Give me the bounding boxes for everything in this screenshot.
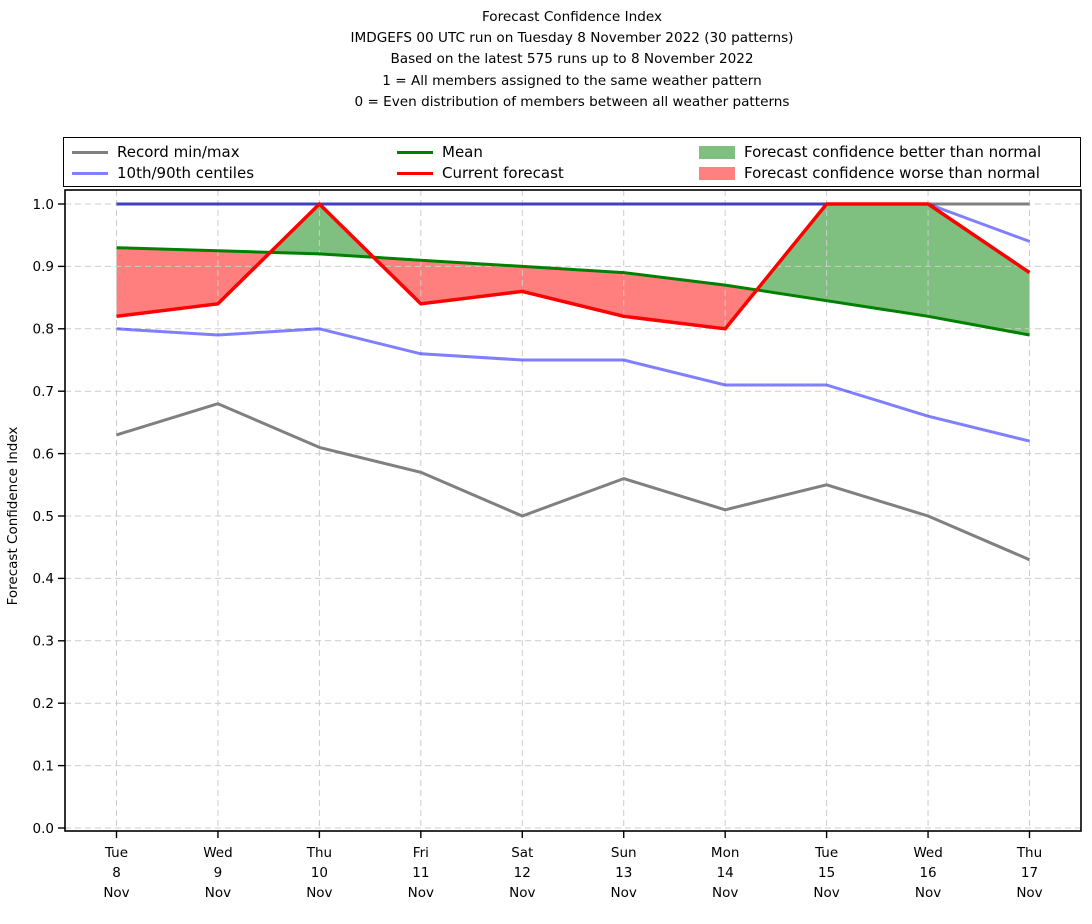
y-tick-label: 0.4	[33, 571, 54, 587]
x-tick-label: 15	[818, 865, 835, 881]
x-tick-label: 16	[919, 865, 936, 881]
x-tick-label: Nov	[205, 885, 231, 901]
x-tick-label: Mon	[711, 845, 739, 861]
x-tick-label: Fri	[413, 845, 429, 861]
centiles-line-sample	[72, 171, 108, 175]
legend-item-mean: Mean	[397, 142, 483, 162]
y-tick-label: 0.6	[33, 446, 54, 462]
legend-item-better-than-normal: Forecast confidence better than normal	[699, 142, 1041, 162]
series-10th-centile-line	[116, 327, 1030, 443]
x-tick-label: Tue	[814, 845, 838, 861]
worse-fill-patch-sample	[699, 166, 735, 180]
series-current-forecast-line	[116, 202, 1031, 331]
y-tick-label: 0.0	[33, 821, 54, 837]
chart-subtitle-scale-0: 0 = Even distribution of members between…	[354, 93, 790, 110]
x-tick-label: Nov	[408, 885, 434, 901]
x-tick-label: Tue	[104, 845, 128, 861]
record-minmax-line-sample	[72, 150, 108, 154]
better-fill-patch-sample	[699, 145, 735, 159]
mean-line-sample	[397, 150, 433, 154]
legend-label: Mean	[442, 143, 483, 161]
fill-better-than-normal	[270, 204, 374, 258]
chart-subtitle-basis: Based on the latest 575 runs up to 8 Nov…	[390, 51, 754, 68]
x-tick-label: 13	[615, 865, 632, 881]
chart-title: Forecast Confidence Index	[481, 9, 663, 25]
fill-worse-than-normal	[373, 257, 757, 329]
gridlines	[65, 190, 1081, 831]
y-tick-label: 0.8	[33, 322, 54, 338]
chart-subtitle-scale-1: 1 = All members assigned to the same wea…	[382, 72, 762, 89]
x-tick-label: Wed	[203, 845, 232, 861]
x-tick-label: Nov	[915, 885, 941, 901]
x-tick-label: 12	[514, 865, 531, 881]
legend-label: Current forecast	[442, 164, 564, 182]
legend-item-worse-than-normal: Forecast confidence worse than normal	[699, 163, 1040, 183]
fill-worse-than-normal	[116, 247, 271, 317]
legend-label: 10th/90th centiles	[117, 164, 255, 182]
y-tick-label: 1.0	[33, 197, 54, 213]
x-tick-label: Thu	[306, 845, 332, 861]
x-tick-label: 14	[717, 865, 734, 881]
x-tick-label: Nov	[813, 885, 839, 901]
legend: Record min/max 10th/90th centiles Mean C…	[63, 137, 1081, 187]
x-tick-label: Nov	[611, 885, 637, 901]
x-tick-label: Nov	[509, 885, 535, 901]
x-tick-label: Nov	[306, 885, 332, 901]
chart-subtitle-run: IMDGEFS 00 UTC run on Tuesday 8 November…	[350, 30, 794, 47]
legend-label: Record min/max	[117, 143, 240, 161]
x-tick-label: Nov	[712, 885, 738, 901]
y-tick-label: 0.5	[33, 509, 54, 525]
x-tick-label: Nov	[103, 885, 129, 901]
x-tick-label: 17	[1021, 865, 1038, 881]
plot-border	[64, 189, 1082, 832]
x-tick-label: Nov	[1016, 885, 1042, 901]
x-tick-label: 10	[311, 865, 328, 881]
confidence-fills	[116, 204, 1030, 335]
legend-label: Forecast confidence better than normal	[744, 143, 1042, 161]
y-axis-label: Forecast Confidence Index	[5, 427, 21, 606]
legend-item-centiles: 10th/90th centiles	[72, 163, 254, 183]
y-tick-label: 0.3	[33, 634, 54, 650]
y-tick-label: 0.1	[33, 758, 54, 774]
x-tick-label: Sun	[611, 845, 637, 861]
legend-item-current-forecast: Current forecast	[397, 163, 564, 183]
y-tick-label: 0.9	[33, 259, 54, 275]
x-tick-label: 11	[412, 865, 429, 881]
legend-label: Forecast confidence worse than normal	[744, 164, 1040, 182]
series-record-min-line	[116, 402, 1031, 562]
y-tick-label: 0.2	[33, 696, 54, 712]
x-tick-label: Sat	[511, 845, 533, 861]
axis-tick-labels: 0.0 0.1 0.2 0.3 0.4 0.5 0.6 0.7 0.8 0.9 1.0 Tue 8 Nov…	[33, 197, 1043, 901]
legend-item-record-minmax: Record min/max	[72, 142, 240, 162]
axis-ticks	[58, 203, 1031, 838]
x-tick-label: Wed	[913, 845, 942, 861]
x-tick-label: 8	[112, 865, 121, 881]
x-tick-label: 9	[214, 865, 223, 881]
chart-title-block: Forecast Confidence Index IMDGEFS 00 UTC…	[351, 7, 794, 113]
fill-better-than-normal	[756, 204, 1030, 335]
x-tick-label: Thu	[1016, 845, 1042, 861]
y-tick-label: 0.7	[33, 384, 54, 400]
current-forecast-line-sample	[397, 171, 433, 175]
